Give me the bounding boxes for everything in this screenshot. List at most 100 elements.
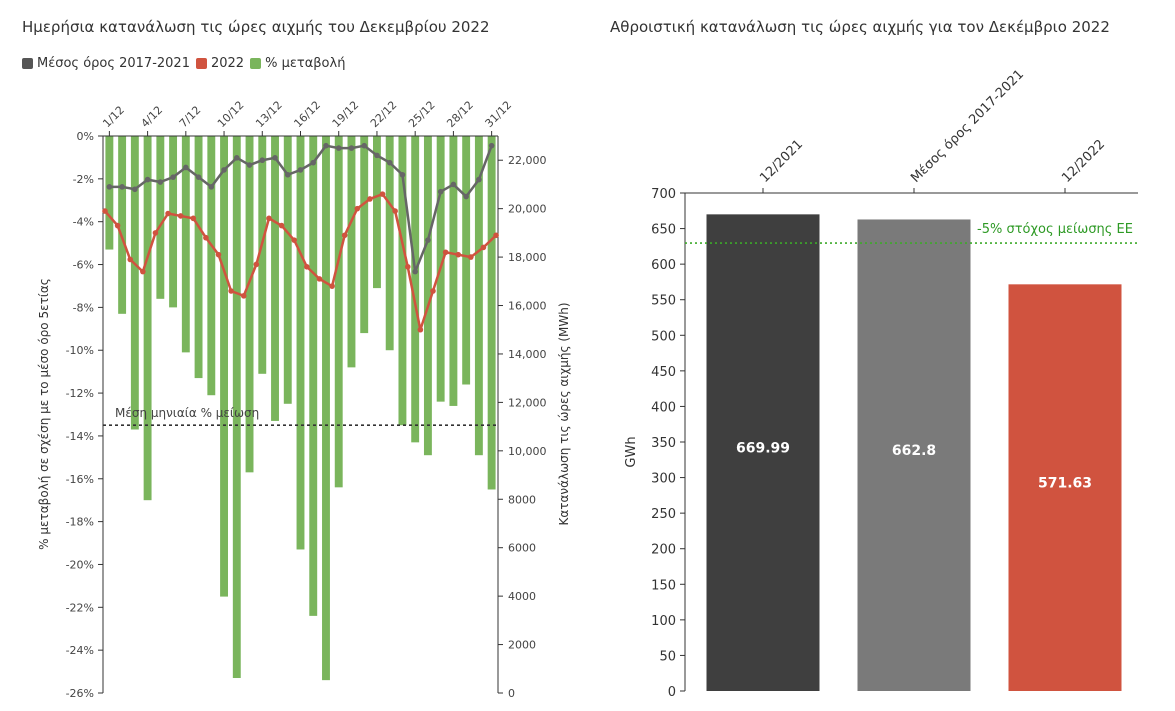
eu-target-label: -5% στόχος μείωσης ΕΕ xyxy=(977,222,1133,237)
legend-item-average[interactable]: Μέσος όρος 2017-2021 xyxy=(22,56,190,71)
left-y-tick-label: -8% xyxy=(73,301,94,314)
average-2017-2021-point xyxy=(399,171,406,178)
average-2017-2021-point xyxy=(374,152,380,159)
legend-swatch-gray xyxy=(22,58,33,69)
y-tick-label: 650 xyxy=(651,223,676,238)
left-y-tick-label: -10% xyxy=(66,344,94,357)
x-tick-label: 25/12 xyxy=(406,99,438,131)
series-2022-point xyxy=(480,244,487,251)
series-2022-point xyxy=(493,232,499,239)
y-tick-label: 50 xyxy=(659,649,676,664)
average-2017-2021-point xyxy=(412,268,418,275)
average-2017-2021-point xyxy=(170,174,176,180)
cumulative-chart: 0 50 100 150 200 250 300 350 400 450 500 550 600 650 7… xyxy=(624,67,1138,700)
change-bar xyxy=(220,136,228,597)
average-2017-2021-point xyxy=(463,193,469,200)
series-2022-point xyxy=(228,288,234,294)
y-tick-label: 100 xyxy=(651,614,676,629)
series-2022-point xyxy=(266,215,272,222)
change-bar xyxy=(194,136,203,379)
average-2017-2021-point xyxy=(132,186,138,193)
legend-label: 2022 xyxy=(210,56,245,71)
right-axis-title: Κατανάλωση τις ώρες αιχμής (MWh) xyxy=(557,302,571,525)
series-2022-point xyxy=(316,276,323,282)
series-2022-point xyxy=(367,196,373,202)
legend-item-2022[interactable]: 2022 xyxy=(195,56,245,71)
x-tick-label: 19/12 xyxy=(330,99,362,131)
series-2022-point xyxy=(404,263,411,270)
cumulative-consumption-panel: Αθροιστική κατανάλωση τις ώρες αιχμής γι… xyxy=(585,0,1175,711)
left-y-tick-label: -14% xyxy=(66,430,94,443)
value-bar xyxy=(857,219,971,691)
average-reduction-label: Μέση μηνιαία % μείωση xyxy=(115,406,259,420)
change-bar xyxy=(411,136,420,443)
left-y-tick-label: -18% xyxy=(66,516,94,529)
change-bar xyxy=(334,136,343,488)
series-2022-point xyxy=(177,213,184,219)
right-y-tick-label: 6000 xyxy=(508,542,536,555)
series-2022-point xyxy=(165,210,171,217)
left-y-tick-label: -24% xyxy=(66,644,94,657)
average-2017-2021-point xyxy=(233,154,240,161)
x-tick-label: 31/12 xyxy=(483,99,515,131)
series-2022-point xyxy=(278,222,285,229)
right-y-tick-label: 14,000 xyxy=(508,348,547,361)
right-y-tick-label: 0 xyxy=(508,687,515,700)
average-2017-2021-point xyxy=(476,176,482,183)
legend-label: Μέσος όρος 2017-2021 xyxy=(37,56,190,71)
x-tick-label: 1/12 xyxy=(100,103,127,130)
series-2022-point xyxy=(379,191,386,197)
y-tick-label: 350 xyxy=(651,436,676,451)
average-2017-2021-point xyxy=(297,167,304,173)
left-y-tick-label: -26% xyxy=(66,687,94,700)
series-2022-point xyxy=(190,215,197,222)
average-2017-2021-point xyxy=(183,164,189,171)
y-axis-title: GWh xyxy=(624,436,639,467)
y-tick-label: 150 xyxy=(651,578,676,593)
series-2022-point xyxy=(430,288,436,294)
daily-consumption-panel: Ημερήσια κατανάλωση τις ώρες αιχμής του … xyxy=(0,0,580,711)
change-bar xyxy=(271,136,279,421)
change-bar xyxy=(474,136,483,456)
left-y-tick-label: -4% xyxy=(73,216,94,229)
right-y-tick-label: 10,000 xyxy=(508,445,547,458)
right-y-tick-label: 12,000 xyxy=(508,396,547,409)
value-bar xyxy=(1008,284,1122,691)
average-2017-2021-point xyxy=(348,145,355,151)
value-bar xyxy=(706,214,820,691)
change-bar xyxy=(373,136,381,289)
left-y-tick-label: -16% xyxy=(66,473,94,486)
left-y-tick-label: -22% xyxy=(66,601,94,614)
left-y-tick-label: -2% xyxy=(73,173,94,186)
chart-title: Αθροιστική κατανάλωση τις ώρες αιχμής γι… xyxy=(610,18,1110,36)
y-tick-label: 600 xyxy=(651,258,676,273)
series-2022-point xyxy=(468,254,474,260)
chart-legend: Μέσος όρος 2017-2021 2022 % μεταβολή xyxy=(22,56,351,71)
series-2022-point xyxy=(329,283,335,289)
series-2022-point xyxy=(240,293,247,299)
series-2022-point xyxy=(442,249,449,256)
y-tick-label: 500 xyxy=(651,329,676,344)
average-2017-2021-point xyxy=(106,184,113,190)
change-bar xyxy=(232,136,241,679)
average-2017-2021-point xyxy=(119,184,125,190)
average-2017-2021-point xyxy=(310,159,317,166)
average-2017-2021-point xyxy=(361,142,368,149)
average-2017-2021-point xyxy=(221,167,227,173)
change-bar xyxy=(462,136,471,385)
change-bar xyxy=(105,136,114,250)
right-y-tick-label: 22,000 xyxy=(508,154,547,167)
change-bar xyxy=(245,136,254,473)
y-tick-label: 550 xyxy=(651,294,676,309)
right-y-tick-label: 16,000 xyxy=(508,300,547,313)
left-y-tick-label: -12% xyxy=(66,387,94,400)
x-tick-label: 28/12 xyxy=(444,99,476,131)
legend-item-change[interactable]: % μεταβολή xyxy=(250,56,345,71)
right-y-tick-label: 2000 xyxy=(508,639,536,652)
change-bar xyxy=(130,136,139,430)
average-2017-2021-point xyxy=(437,188,444,195)
change-bar xyxy=(207,136,216,396)
average-2017-2021-point xyxy=(335,145,342,151)
change-bar xyxy=(169,136,178,308)
average-2017-2021-point xyxy=(323,142,329,149)
